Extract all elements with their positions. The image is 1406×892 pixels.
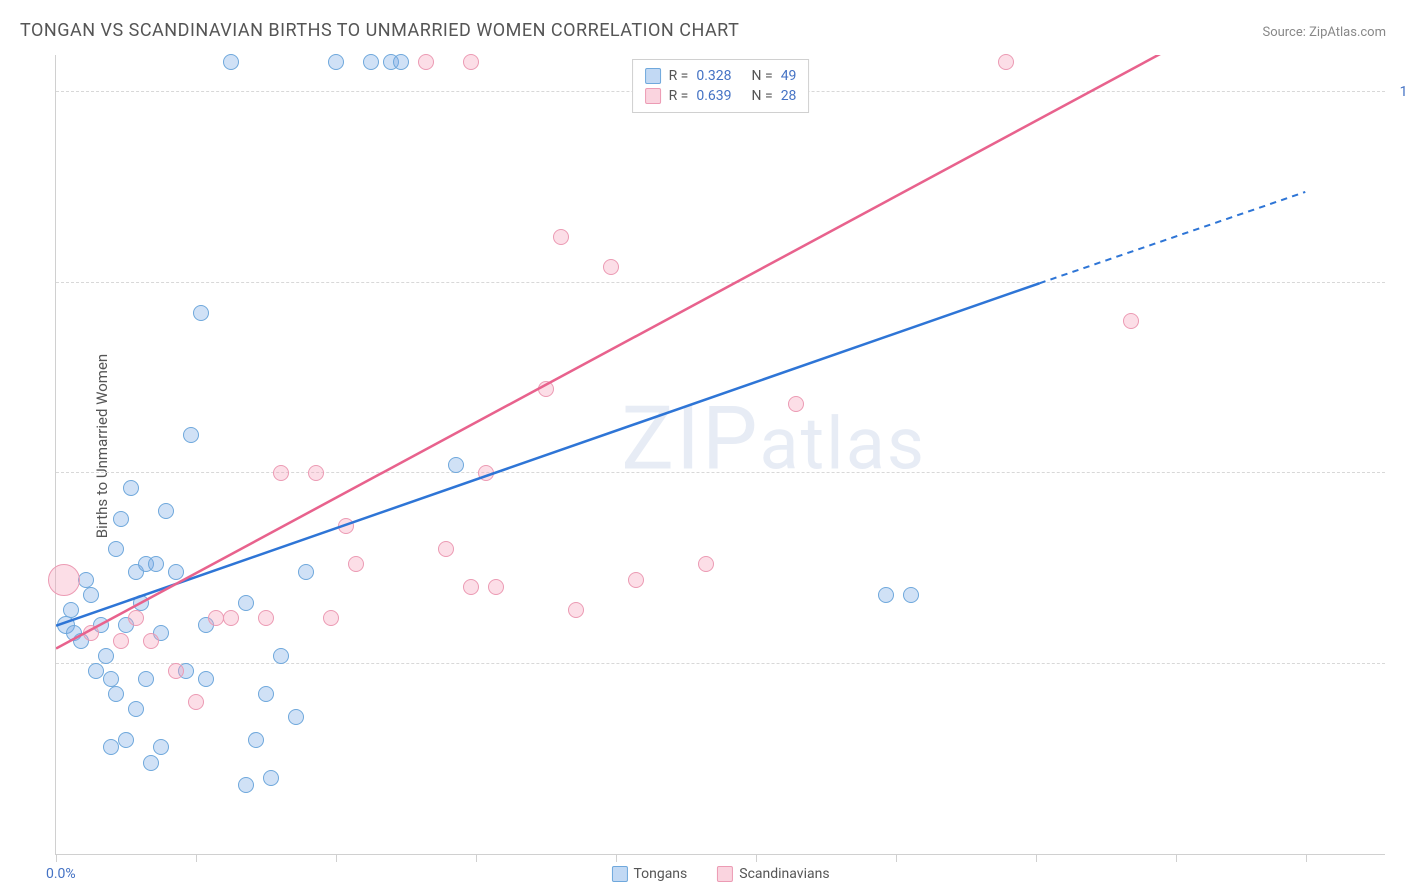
data-point: [568, 602, 584, 618]
data-point: [78, 572, 94, 588]
legend-item: Tongans: [611, 866, 687, 882]
x-tick: [1176, 854, 1177, 862]
data-point: [143, 633, 159, 649]
data-point: [143, 755, 159, 771]
data-point: [478, 465, 494, 481]
data-point: [103, 739, 119, 755]
data-point: [168, 663, 184, 679]
data-point: [538, 381, 554, 397]
data-point: [108, 686, 124, 702]
data-point: [393, 54, 409, 70]
gridline: [56, 472, 1385, 473]
x-tick: [336, 854, 337, 862]
y-tick-label: 100.0%: [1400, 84, 1406, 100]
data-point: [88, 663, 104, 679]
x-tick: [56, 854, 57, 862]
data-point: [788, 396, 804, 412]
gridline: [56, 663, 1385, 664]
data-point: [198, 671, 214, 687]
x-label-min: 0.0%: [46, 866, 76, 882]
data-point: [128, 701, 144, 717]
chart-area: ZIPatlas R =0.328 N =49 R =0.639 N =28 2…: [55, 55, 1385, 855]
data-point: [113, 511, 129, 527]
data-point: [273, 465, 289, 481]
data-point: [603, 259, 619, 275]
data-point: [193, 305, 209, 321]
source-label: Source: ZipAtlas.com: [1262, 25, 1386, 40]
data-point: [238, 777, 254, 793]
x-tick: [1036, 854, 1037, 862]
data-point: [258, 610, 274, 626]
data-point: [348, 556, 364, 572]
chart-title: TONGAN VS SCANDINAVIAN BIRTHS TO UNMARRI…: [20, 20, 739, 41]
legend-item: Scandinavians: [717, 866, 829, 882]
data-point: [553, 229, 569, 245]
data-point: [133, 595, 149, 611]
legend-row: R =0.328 N =49: [645, 66, 797, 86]
data-point: [63, 602, 79, 618]
data-point: [223, 54, 239, 70]
data-point: [273, 648, 289, 664]
data-point: [223, 610, 239, 626]
data-point: [48, 564, 80, 596]
legend-stats: R =0.328 N =49 R =0.639 N =28: [632, 59, 810, 113]
data-point: [128, 610, 144, 626]
data-point: [263, 770, 279, 786]
data-point: [238, 595, 254, 611]
data-point: [113, 633, 129, 649]
gridline: [56, 282, 1385, 283]
data-point: [463, 579, 479, 595]
x-tick: [756, 854, 757, 862]
data-point: [998, 54, 1014, 70]
data-point: [463, 54, 479, 70]
data-point: [183, 427, 199, 443]
data-point: [628, 572, 644, 588]
data-point: [488, 579, 504, 595]
x-tick: [616, 854, 617, 862]
data-point: [258, 686, 274, 702]
x-tick: [1306, 854, 1307, 862]
x-tick: [476, 854, 477, 862]
data-point: [903, 587, 919, 603]
x-tick: [896, 854, 897, 862]
data-point: [698, 556, 714, 572]
data-point: [208, 610, 224, 626]
data-point: [438, 541, 454, 557]
data-point: [83, 625, 99, 641]
x-tick: [196, 854, 197, 862]
data-point: [153, 739, 169, 755]
data-point: [138, 671, 154, 687]
data-point: [83, 587, 99, 603]
data-point: [118, 732, 134, 748]
data-point: [328, 54, 344, 70]
data-point: [363, 54, 379, 70]
legend-series: Tongans Scandinavians: [611, 866, 829, 882]
data-point: [288, 709, 304, 725]
data-point: [158, 503, 174, 519]
data-point: [323, 610, 339, 626]
data-point: [98, 648, 114, 664]
data-point: [188, 694, 204, 710]
data-point: [448, 457, 464, 473]
data-point: [298, 564, 314, 580]
legend-row: R =0.639 N =28: [645, 86, 797, 106]
data-point: [1123, 313, 1139, 329]
data-point: [248, 732, 264, 748]
data-point: [338, 518, 354, 534]
data-point: [148, 556, 164, 572]
data-point: [878, 587, 894, 603]
data-point: [418, 54, 434, 70]
data-point: [168, 564, 184, 580]
data-point: [103, 671, 119, 687]
data-point: [123, 480, 139, 496]
data-point: [108, 541, 124, 557]
watermark: ZIPatlas: [621, 387, 926, 490]
data-point: [308, 465, 324, 481]
